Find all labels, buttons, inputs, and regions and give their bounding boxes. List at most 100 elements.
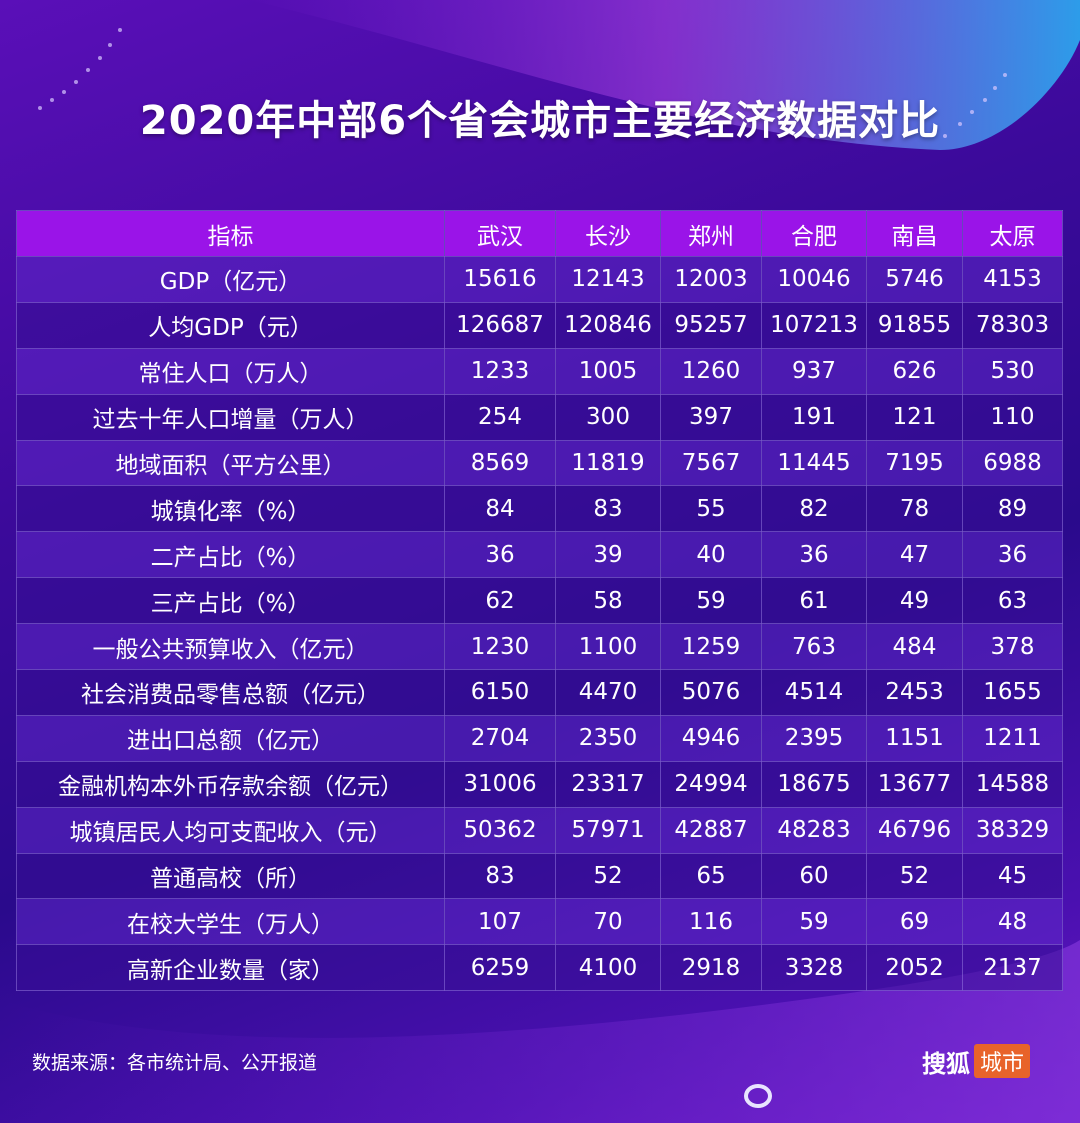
value-cell: 47 [866, 531, 963, 579]
value-cell: 84 [444, 485, 556, 533]
table-row: 地域面积（平方公里） 8569 11819 7567 11445 7195 6988 [16, 439, 1063, 487]
table-header-row: 指标 武汉 长沙 郑州 合肥 南昌 太原 [16, 210, 1063, 257]
value-cell: 4153 [962, 256, 1063, 303]
indicator-cell: 社会消费品零售总额（亿元） [16, 669, 445, 716]
indicator-cell: 金融机构本外币存款余额（亿元） [16, 760, 445, 808]
value-cell: 40 [660, 531, 762, 579]
value-cell: 2453 [866, 669, 963, 716]
table-row: 金融机构本外币存款余额（亿元） 31006 23317 24994 18675 13677… [16, 760, 1063, 808]
value-cell: 57971 [555, 806, 661, 854]
value-cell: 2918 [660, 944, 762, 992]
value-cell: 2350 [555, 714, 661, 762]
indicator-cell: 三产占比（%） [16, 577, 445, 625]
value-cell: 1100 [555, 623, 661, 671]
value-cell: 5746 [866, 256, 963, 303]
value-cell: 116 [660, 898, 762, 946]
value-cell: 7195 [866, 439, 963, 487]
value-cell: 69 [866, 898, 963, 946]
value-cell: 3328 [761, 944, 867, 992]
value-cell: 49 [866, 577, 963, 625]
indicator-cell: 高新企业数量（家） [16, 944, 445, 992]
value-cell: 378 [962, 623, 1063, 671]
indicator-cell: 过去十年人口增量（万人） [16, 393, 445, 441]
value-cell: 31006 [444, 760, 556, 808]
data-source-note: 数据来源：各市统计局、公开报道 [32, 1052, 318, 1074]
indicator-cell: 城镇化率（%） [16, 485, 445, 533]
value-cell: 63 [962, 577, 1063, 625]
value-cell: 78303 [962, 301, 1063, 349]
table-row: 常住人口（万人） 1233 1005 1260 937 626 530 [16, 347, 1063, 395]
indicator-cell: GDP（亿元） [16, 256, 445, 303]
table-row: 三产占比（%） 62 58 59 61 49 63 [16, 577, 1063, 625]
indicator-cell: 普通高校（所） [16, 852, 445, 900]
value-cell: 52 [555, 852, 661, 900]
value-cell: 39 [555, 531, 661, 579]
table-row: 一般公共预算收入（亿元） 1230 1100 1259 763 484 378 [16, 623, 1063, 671]
value-cell: 1655 [962, 669, 1063, 716]
value-cell: 530 [962, 347, 1063, 395]
value-cell: 12003 [660, 256, 762, 303]
indicator-cell: 进出口总额（亿元） [16, 714, 445, 762]
value-cell: 1005 [555, 347, 661, 395]
value-cell: 107213 [761, 301, 867, 349]
value-cell: 36 [444, 531, 556, 579]
value-cell: 95257 [660, 301, 762, 349]
value-cell: 126687 [444, 301, 556, 349]
value-cell: 55 [660, 485, 762, 533]
value-cell: 107 [444, 898, 556, 946]
value-cell: 48283 [761, 806, 867, 854]
value-cell: 78 [866, 485, 963, 533]
value-cell: 1233 [444, 347, 556, 395]
value-cell: 12143 [555, 256, 661, 303]
value-cell: 120846 [555, 301, 661, 349]
value-cell: 62 [444, 577, 556, 625]
indicator-cell: 二产占比（%） [16, 531, 445, 579]
table-row: 在校大学生（万人） 107 70 116 59 69 48 [16, 898, 1063, 946]
value-cell: 61 [761, 577, 867, 625]
value-cell: 14588 [962, 760, 1063, 808]
value-cell: 4100 [555, 944, 661, 992]
value-cell: 6988 [962, 439, 1063, 487]
value-cell: 23317 [555, 760, 661, 808]
value-cell: 59 [660, 577, 762, 625]
table-row: 二产占比（%） 36 39 40 36 47 36 [16, 531, 1063, 579]
value-cell: 11819 [555, 439, 661, 487]
value-cell: 763 [761, 623, 867, 671]
value-cell: 5076 [660, 669, 762, 716]
value-cell: 15616 [444, 256, 556, 303]
table-row: 进出口总额（亿元） 2704 2350 4946 2395 1151 1211 [16, 714, 1063, 762]
logo-tag-text: 城市 [974, 1044, 1031, 1078]
value-cell: 1151 [866, 714, 963, 762]
value-cell: 48 [962, 898, 1063, 946]
header-cell: 指标 [16, 210, 445, 257]
value-cell: 18675 [761, 760, 867, 808]
table-row: 高新企业数量（家） 6259 4100 2918 3328 2052 2137 [16, 944, 1063, 992]
value-cell: 254 [444, 393, 556, 441]
value-cell: 2052 [866, 944, 963, 992]
value-cell: 4514 [761, 669, 867, 716]
value-cell: 1260 [660, 347, 762, 395]
sohu-city-logo: 搜狐 城市 [922, 1044, 1031, 1078]
value-cell: 11445 [761, 439, 867, 487]
page-title: 2020年中部6个省会城市主要经济数据对比 [139, 98, 941, 144]
value-cell: 1211 [962, 714, 1063, 762]
value-cell: 46796 [866, 806, 963, 854]
value-cell: 50362 [444, 806, 556, 854]
value-cell: 937 [761, 347, 867, 395]
value-cell: 89 [962, 485, 1063, 533]
value-cell: 65 [660, 852, 762, 900]
table-row: 城镇居民人均可支配收入（元） 50362 57971 42887 48283 46796 3… [16, 806, 1063, 854]
value-cell: 83 [555, 485, 661, 533]
value-cell: 2704 [444, 714, 556, 762]
table-row: 人均GDP（元） 126687 120846 95257 107213 91855 7830… [16, 301, 1063, 349]
value-cell: 110 [962, 393, 1063, 441]
indicator-cell: 城镇居民人均可支配收入（元） [16, 806, 445, 854]
table-row: 过去十年人口增量（万人） 254 300 397 191 121 110 [16, 393, 1063, 441]
value-cell: 10046 [761, 256, 867, 303]
table-row: 社会消费品零售总额（亿元） 6150 4470 5076 4514 2453 1655 [16, 669, 1063, 716]
table-row: GDP（亿元） 15616 12143 12003 10046 5746 4153 [16, 256, 1063, 303]
value-cell: 52 [866, 852, 963, 900]
value-cell: 60 [761, 852, 867, 900]
ring-decoration-icon [744, 1084, 772, 1108]
